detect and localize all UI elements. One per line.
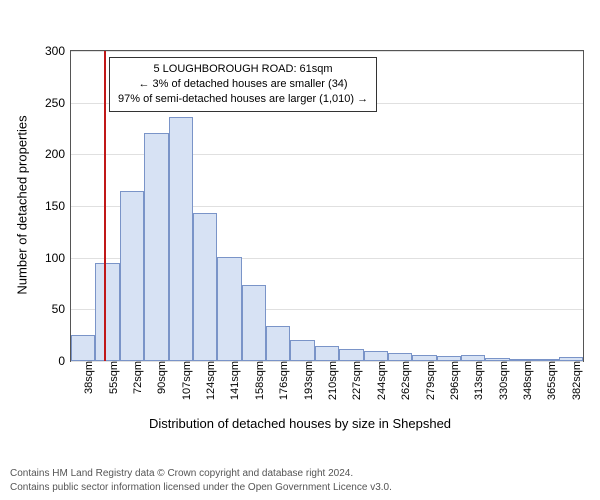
x-tick-label: 210sqm [323, 361, 339, 400]
gridline [71, 51, 583, 52]
x-tick-label: 244sqm [372, 361, 388, 400]
y-tick-label: 100 [45, 251, 71, 265]
property-marker-line [104, 51, 106, 361]
annotation-line3: 97% of semi-detached houses are larger (… [118, 92, 368, 107]
y-tick-label: 200 [45, 147, 71, 161]
x-axis-label: Distribution of detached houses by size … [0, 416, 600, 431]
histogram-bar [266, 326, 290, 361]
y-tick-label: 250 [45, 96, 71, 110]
plot-area: 05010015020025030038sqm55sqm72sqm90sqm10… [70, 50, 584, 362]
histogram-chart: Number of detached properties05010015020… [0, 0, 600, 500]
x-tick-label: 330sqm [494, 361, 510, 400]
histogram-bar [144, 133, 168, 361]
histogram-bar [388, 353, 412, 361]
y-tick-label: 300 [45, 44, 71, 58]
annotation-box: 5 LOUGHBOROUGH ROAD: 61sqm← 3% of detach… [109, 57, 377, 112]
histogram-bar [169, 117, 193, 361]
annotation-line1: 5 LOUGHBOROUGH ROAD: 61sqm [118, 62, 368, 77]
x-tick-label: 227sqm [347, 361, 363, 400]
histogram-bar [290, 340, 314, 361]
x-tick-label: 55sqm [104, 361, 120, 394]
y-tick-label: 50 [52, 302, 71, 316]
annotation-line2: ← 3% of detached houses are smaller (34) [118, 77, 368, 92]
histogram-bar [193, 213, 217, 361]
x-tick-label: 313sqm [469, 361, 485, 400]
x-tick-label: 107sqm [177, 361, 193, 400]
histogram-bar [364, 351, 388, 361]
x-tick-label: 296sqm [445, 361, 461, 400]
histogram-bar [95, 263, 119, 361]
x-tick-label: 90sqm [152, 361, 168, 394]
y-tick-label: 0 [58, 354, 71, 368]
histogram-bar [217, 257, 241, 361]
x-tick-label: 279sqm [421, 361, 437, 400]
x-tick-label: 72sqm [128, 361, 144, 394]
x-tick-label: 193sqm [299, 361, 315, 400]
histogram-bar [120, 191, 144, 362]
x-tick-label: 365sqm [542, 361, 558, 400]
histogram-bar [242, 285, 266, 361]
x-tick-label: 262sqm [396, 361, 412, 400]
x-tick-label: 348sqm [518, 361, 534, 400]
footer-line1: Contains HM Land Registry data © Crown c… [10, 467, 392, 481]
histogram-bar [339, 349, 363, 361]
x-tick-label: 38sqm [79, 361, 95, 394]
y-axis-label: Number of detached properties [15, 115, 30, 294]
histogram-bar [315, 346, 339, 362]
x-tick-label: 158sqm [250, 361, 266, 400]
x-tick-label: 124sqm [201, 361, 217, 400]
x-tick-label: 141sqm [225, 361, 241, 400]
histogram-bar [71, 335, 95, 361]
footer: Contains HM Land Registry data © Crown c… [10, 467, 392, 494]
x-tick-label: 176sqm [274, 361, 290, 400]
y-tick-label: 150 [45, 199, 71, 213]
x-tick-label: 382sqm [567, 361, 583, 400]
footer-line2: Contains public sector information licen… [10, 481, 392, 495]
